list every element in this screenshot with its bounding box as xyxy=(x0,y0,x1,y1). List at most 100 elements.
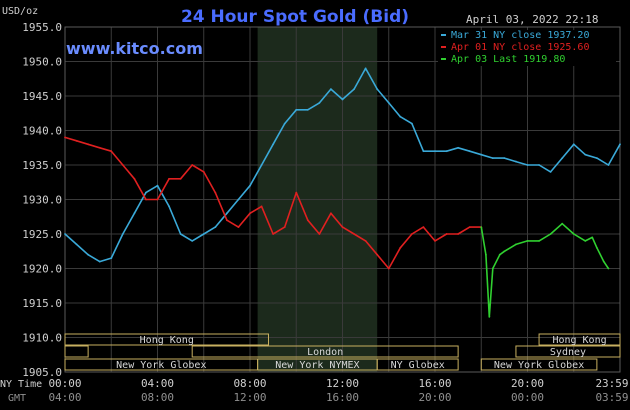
x-tick-label-gmt: 20:00 xyxy=(418,391,451,404)
session-london-box xyxy=(191,345,459,358)
x-tick-label-ny: 12:00 xyxy=(326,377,359,390)
series-point-0 xyxy=(410,122,413,125)
series-point-2 xyxy=(549,233,552,235)
series-point-1 xyxy=(121,164,124,166)
series-point-1 xyxy=(457,233,460,235)
series-point-1 xyxy=(422,226,425,229)
series-point-0 xyxy=(156,184,159,187)
series-point-2 xyxy=(515,243,517,246)
series-point-0 xyxy=(225,212,228,215)
series-point-1 xyxy=(87,143,90,146)
series-point-1 xyxy=(399,246,402,249)
series-point-1 xyxy=(434,240,436,242)
series-point-1 xyxy=(191,164,194,166)
series-point-0 xyxy=(445,150,448,153)
series-point-0 xyxy=(353,88,355,90)
series-point-1 xyxy=(98,146,101,149)
series-point-1 xyxy=(295,191,298,194)
series-point-2 xyxy=(602,260,605,263)
plot-frame xyxy=(64,26,621,373)
y-tick-label: 1910.0 xyxy=(22,332,62,345)
series-point-0 xyxy=(330,88,332,90)
series-point-2 xyxy=(484,253,487,256)
series-point-0 xyxy=(110,257,113,260)
series-point-0 xyxy=(64,233,66,235)
x-tick-label-ny: 00:00 xyxy=(48,377,81,390)
series-point-1 xyxy=(364,240,367,242)
session-ny-globex-late-box xyxy=(376,358,459,371)
axis-labels: 1955.0 1950.0 1945.0 1940.0 1935.0 1930.0 1925… xyxy=(22,21,628,404)
series-point-1 xyxy=(272,233,275,235)
chart-title: 24 Hour Spot Gold (Bid) xyxy=(181,7,409,27)
series-point-1 xyxy=(225,219,228,222)
series-point-2 xyxy=(526,240,529,242)
series-point-1 xyxy=(156,198,159,201)
x-label-ny-time: NY Time xyxy=(0,379,42,390)
x-tick-label-gmt: 00:00 xyxy=(511,391,544,404)
series-point-1 xyxy=(387,267,390,270)
series-point-1 xyxy=(237,226,240,229)
series-point-2 xyxy=(488,315,491,318)
session-ny-globex-evening-label: New York Globex xyxy=(494,360,584,371)
series-point-0 xyxy=(491,157,494,160)
series-point-1 xyxy=(376,253,379,256)
series-point-0 xyxy=(145,191,147,194)
x-tick-label-gmt: 16:00 xyxy=(326,391,359,404)
series-point-1 xyxy=(468,226,471,229)
series-point-1 xyxy=(145,198,147,201)
session-hong-kong-label: Hong Kong xyxy=(140,335,194,346)
series-point-0 xyxy=(607,164,610,166)
series-point-1 xyxy=(260,205,263,208)
x-tick-label-gmt: 08:00 xyxy=(141,391,174,404)
series-point-0 xyxy=(538,164,540,166)
x-tick-label-ny: 23:59 xyxy=(595,377,628,390)
series-point-0 xyxy=(595,157,598,160)
series-point-1 xyxy=(75,139,78,142)
y-tick-label: 1935.0 xyxy=(22,159,62,172)
series-point-0 xyxy=(619,143,621,146)
series-point-1 xyxy=(64,136,66,139)
series-point-2 xyxy=(491,267,494,270)
series-point-0 xyxy=(584,153,587,156)
series-point-2 xyxy=(480,226,483,229)
y-tick-label: 1925.0 xyxy=(22,228,62,241)
session-ny-nymex-label: New York NYMEX xyxy=(275,360,359,371)
series-point-2 xyxy=(503,250,506,253)
session-sydney-box xyxy=(515,345,621,358)
series-point-1 xyxy=(445,233,448,235)
watermark-url: www.kitco.com xyxy=(66,39,203,58)
series-point-0 xyxy=(549,171,552,173)
series-point-0 xyxy=(376,88,379,90)
series-point-0 xyxy=(121,233,124,235)
y-tick-label: 1955.0 xyxy=(22,21,62,34)
series-point-2 xyxy=(607,267,610,270)
x-tick-label-ny: 08:00 xyxy=(233,377,266,390)
y-tick-label: 1945.0 xyxy=(22,90,62,103)
series-point-0 xyxy=(468,150,471,153)
session-ny-globex-late-label: NY Globex xyxy=(391,360,445,371)
x-label-gmt: GMT xyxy=(8,393,26,404)
series-point-0 xyxy=(387,102,390,104)
y-tick-label: 1915.0 xyxy=(22,297,62,310)
series-point-1 xyxy=(202,171,205,173)
session-hong-kong-late-label: Hong Kong xyxy=(552,335,606,346)
series-point-0 xyxy=(480,153,483,156)
series-lines xyxy=(64,67,621,318)
x-tick-label-ny: 16:00 xyxy=(418,377,451,390)
series-point-0 xyxy=(168,205,170,208)
series-point-0 xyxy=(179,233,182,235)
series-point-0 xyxy=(202,233,205,235)
legend-entry-apr03: Apr 03 Last 1919.80 xyxy=(451,54,565,65)
series-point-0 xyxy=(260,164,263,166)
series-point-2 xyxy=(538,240,540,242)
series-point-0 xyxy=(515,160,517,163)
series-point-0 xyxy=(561,157,564,160)
session-hong-kong-late-box xyxy=(538,333,621,346)
series-point-1 xyxy=(283,226,286,229)
y-tick-label: 1950.0 xyxy=(22,56,62,69)
series-point-1 xyxy=(214,191,217,194)
series-point-0 xyxy=(98,260,101,263)
series-point-1 xyxy=(318,233,321,235)
session-ny-globex-evening-box xyxy=(480,358,598,371)
session-pre-london-box xyxy=(64,345,89,358)
